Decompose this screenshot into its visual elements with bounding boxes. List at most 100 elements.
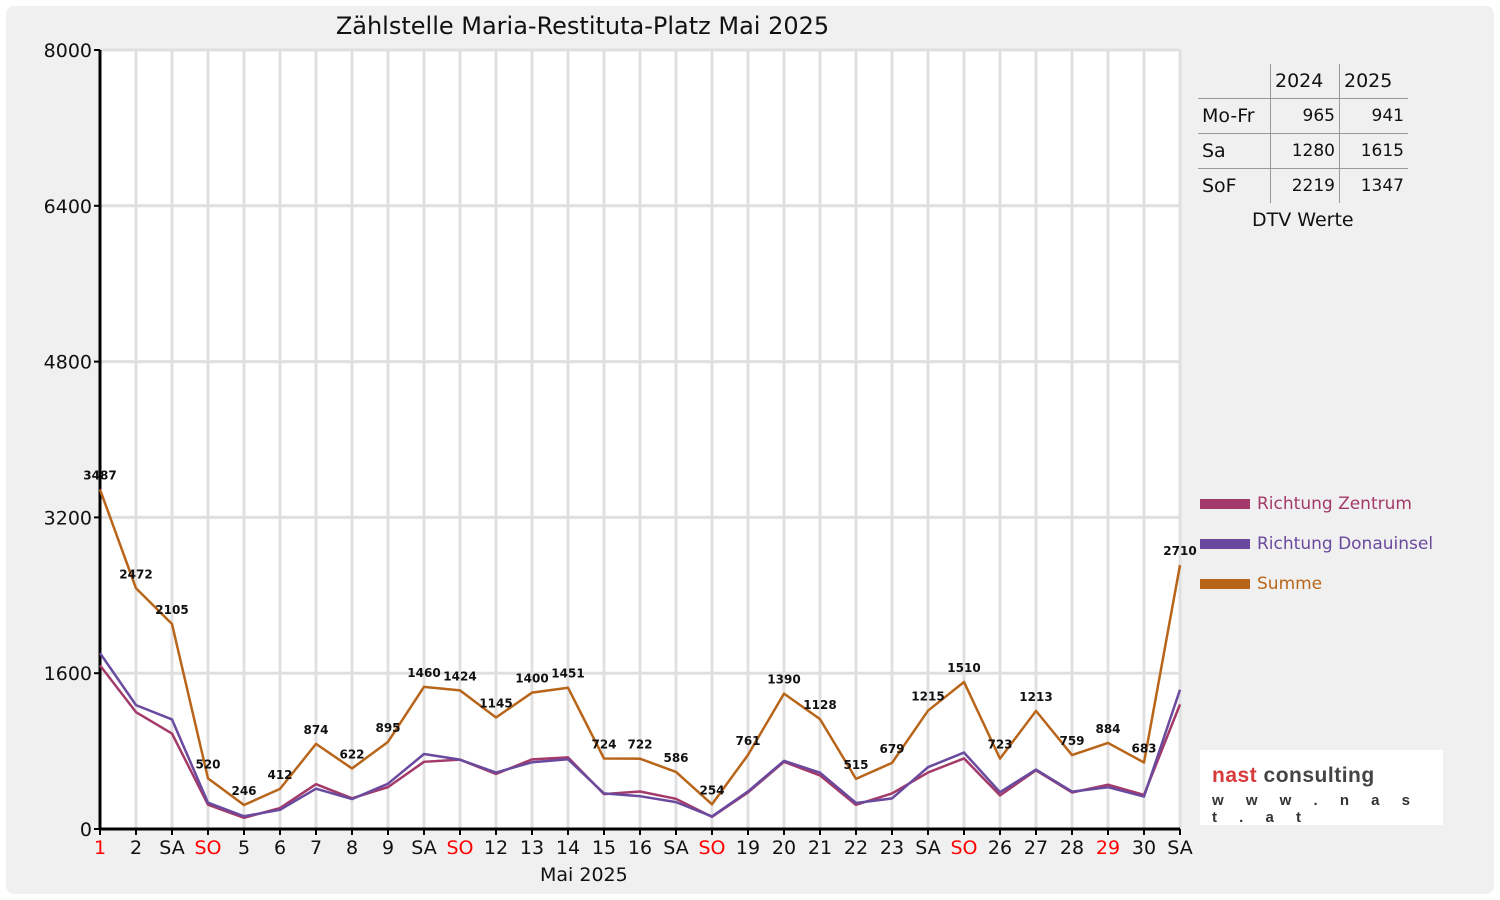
x-tick-label: SO	[950, 837, 977, 859]
legend-label: Summe	[1257, 574, 1323, 594]
dtv-row: SoF 2219 1347	[1198, 168, 1408, 203]
y-tick-label: 3200	[44, 507, 92, 529]
x-tick-label: 13	[520, 837, 544, 859]
data-label: 1390	[767, 673, 800, 687]
dtv-value-2025: 1615	[1339, 133, 1408, 169]
x-tick-label: 14	[556, 837, 580, 859]
data-label: 2105	[155, 603, 188, 617]
data-label: 412	[267, 768, 292, 782]
legend-item-summe[interactable]: Summe	[1200, 574, 1322, 594]
y-tick-label: 6400	[44, 196, 92, 218]
x-tick-label: 30	[1132, 837, 1156, 859]
dtv-value-2025: 941	[1339, 98, 1408, 134]
x-tick-label: 21	[808, 837, 832, 859]
data-label: 2710	[1163, 544, 1196, 558]
x-tick-label: 12	[484, 837, 508, 859]
data-label: 1451	[551, 667, 584, 681]
y-tick-label: 1600	[44, 663, 92, 685]
dtv-header-2024: 2024	[1270, 64, 1340, 99]
dtv-value-2024: 965	[1270, 98, 1340, 134]
x-tick-label: 28	[1060, 837, 1084, 859]
data-label: 723	[987, 738, 1012, 752]
legend-item-zentrum[interactable]: Richtung Zentrum	[1200, 494, 1412, 514]
x-tick-label: SA	[663, 837, 688, 859]
y-tick-label: 8000	[44, 40, 92, 62]
chart-title: Zählstelle Maria-Restituta-Platz Mai 202…	[335, 12, 830, 40]
x-tick-label: SA	[411, 837, 436, 859]
series-line-summe	[98, 489, 1182, 807]
x-tick-label: SO	[698, 837, 725, 859]
x-tick-label: 7	[310, 837, 322, 859]
data-label: 1510	[947, 661, 980, 675]
dtv-row-label: Mo-Fr	[1198, 98, 1271, 134]
data-label: 724	[591, 738, 616, 752]
data-label: 1145	[479, 697, 512, 711]
dtv-row-label: SoF	[1198, 168, 1271, 203]
dtv-caption: DTV Werte	[1252, 209, 1354, 231]
x-tick-label: 23	[880, 837, 904, 859]
data-label: 515	[843, 758, 868, 772]
data-label: 683	[1131, 741, 1156, 755]
dtv-value-2024: 2219	[1270, 168, 1340, 203]
data-label: 761	[735, 734, 760, 748]
legend-swatch	[1200, 579, 1250, 589]
logo-wordmark: nast consulting	[1212, 764, 1375, 788]
x-tick-label: 9	[382, 837, 394, 859]
nast-consulting-logo: nast consulting w w w . n a s t . a t	[1200, 750, 1443, 826]
x-tick-label: 6	[274, 837, 286, 859]
x-tick-label: 26	[988, 837, 1012, 859]
data-label: 1424	[443, 669, 476, 683]
x-axis-label: Mai 2025	[540, 864, 628, 886]
series-line-richtung-zentrum	[99, 664, 1182, 820]
series-line-richtung-donauinsel	[98, 652, 1182, 818]
x-tick-label: SA	[1167, 837, 1192, 859]
data-label: 586	[663, 751, 688, 765]
data-label: 759	[1059, 734, 1084, 748]
data-label: 884	[1095, 722, 1120, 736]
data-label: 1460	[407, 666, 440, 680]
legend-swatch	[1200, 539, 1250, 549]
data-label: 1128	[803, 698, 836, 712]
x-tick-label: 19	[736, 837, 760, 859]
x-tick-label: SA	[159, 837, 184, 859]
legend-label: Richtung Donauinsel	[1257, 534, 1434, 554]
dtv-value-2025: 1347	[1360, 176, 1404, 196]
y-tick-label: 4800	[44, 352, 92, 374]
x-tick-label: 2	[130, 837, 142, 859]
legend-swatch	[1200, 499, 1250, 509]
dtv-row: Sa 1280 1615	[1198, 133, 1408, 169]
data-label: 1213	[1019, 690, 1052, 704]
dtv-header-blank	[1198, 64, 1271, 99]
dtv-header-2025: 2025	[1339, 64, 1408, 99]
x-tick-label: 22	[844, 837, 868, 859]
logo-text-dark: consulting	[1263, 764, 1375, 787]
legend-label: Richtung Zentrum	[1257, 494, 1412, 514]
x-tick-label: 1	[94, 837, 106, 859]
x-tick-label: 20	[772, 837, 796, 859]
x-tick-label: SA	[915, 837, 940, 859]
data-label: 722	[627, 738, 652, 752]
data-label: 622	[339, 747, 364, 761]
data-label: 1215	[911, 690, 944, 704]
dtv-row-label: Sa	[1198, 133, 1271, 169]
data-label: 520	[195, 757, 220, 771]
dtv-value-2024: 1280	[1270, 133, 1340, 169]
data-label: 1400	[515, 672, 548, 686]
x-tick-label: 8	[346, 837, 358, 859]
x-tick-label: 15	[592, 837, 616, 859]
data-label: 2472	[119, 567, 152, 581]
x-tick-label: SO	[194, 837, 221, 859]
logo-url: w w w . n a s t . a t	[1212, 792, 1420, 826]
legend-item-donauinsel[interactable]: Richtung Donauinsel	[1200, 534, 1433, 554]
logo-text-red: nast	[1212, 764, 1258, 787]
x-tick-label: 29	[1096, 837, 1120, 859]
dtv-header-row: 2024 2025	[1198, 64, 1408, 99]
data-label: 246	[231, 784, 256, 798]
x-tick-label: 5	[238, 837, 250, 859]
data-label: 895	[375, 721, 400, 735]
data-label: 3487	[83, 468, 116, 482]
x-tick-label: 27	[1024, 837, 1048, 859]
x-tick-label: SO	[446, 837, 473, 859]
data-label: 679	[879, 742, 904, 756]
